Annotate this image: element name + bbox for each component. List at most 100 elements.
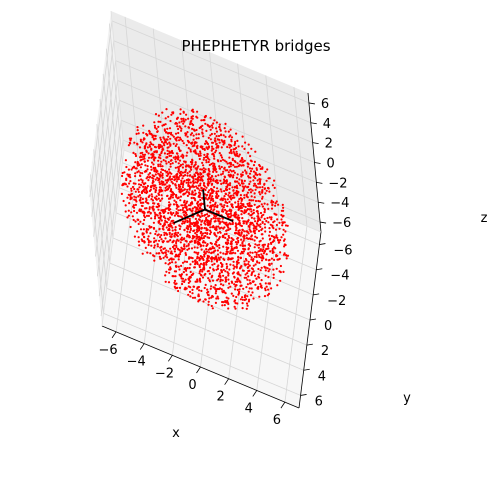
x-tick-mark xyxy=(139,343,145,350)
scatter-point xyxy=(258,243,261,246)
scatter-point xyxy=(278,227,281,230)
scatter-point xyxy=(210,124,213,127)
scatter-point xyxy=(153,185,156,188)
grid-line-z xyxy=(96,100,120,277)
scatter-point xyxy=(167,250,170,253)
scatter-point xyxy=(250,234,253,237)
scatter-point xyxy=(223,204,226,207)
scatter-point xyxy=(175,186,178,189)
scatter-point xyxy=(178,149,181,152)
scatter-point xyxy=(179,138,183,141)
grid-line-y xyxy=(106,287,304,371)
scatter-point xyxy=(230,249,233,252)
scatter-point xyxy=(172,219,175,222)
scatter-point xyxy=(190,247,194,250)
scatter-point xyxy=(215,121,218,124)
scatter-point xyxy=(212,217,215,220)
scatter-point xyxy=(249,282,252,285)
scatter-point xyxy=(188,220,191,223)
scatter-point xyxy=(187,140,190,143)
scatter-point xyxy=(260,286,263,289)
scatter-point xyxy=(205,159,208,162)
scatter-point xyxy=(177,176,180,179)
scatter-point xyxy=(204,197,207,200)
scatter-point xyxy=(216,249,219,252)
scatter-point xyxy=(194,280,197,283)
scatter-point xyxy=(152,187,155,190)
scatter-point xyxy=(170,154,173,157)
scatter-point xyxy=(205,216,208,219)
scatter-point xyxy=(228,184,232,187)
z-tick-label: 6 xyxy=(321,97,329,112)
scatter-point xyxy=(232,267,235,270)
scatter-point xyxy=(258,261,261,264)
scatter-point xyxy=(180,120,183,123)
scatter-point xyxy=(235,223,238,226)
scatter-point xyxy=(240,232,243,235)
x-tick-label: 0 xyxy=(188,378,196,393)
scatter-point xyxy=(225,262,228,266)
scatter-point xyxy=(122,182,125,185)
scatter-point xyxy=(231,176,234,179)
extra-line xyxy=(173,208,206,224)
scatter-point xyxy=(232,150,235,153)
scatter-point xyxy=(248,279,251,282)
scatter-point xyxy=(257,246,260,249)
scatter-point xyxy=(126,196,129,199)
scatter-point xyxy=(155,230,158,233)
scatter-point xyxy=(223,291,226,294)
scatter-point xyxy=(158,178,161,181)
scatter-point xyxy=(215,235,218,238)
scatter-point xyxy=(212,168,215,171)
scatter-point xyxy=(227,216,230,219)
scatter-point xyxy=(193,144,196,147)
scatter-point xyxy=(196,262,199,266)
scatter-point xyxy=(159,236,162,239)
scatter-point xyxy=(173,178,176,182)
scatter-point xyxy=(259,193,262,196)
scatter-point xyxy=(193,229,196,232)
scatter-point xyxy=(197,178,200,181)
y-tick-label: 6 xyxy=(315,394,323,409)
scatter-point xyxy=(186,151,189,154)
scatter-point xyxy=(182,154,185,158)
scatter-point xyxy=(215,228,218,232)
scatter-point xyxy=(180,179,183,182)
scatter-point xyxy=(211,191,214,194)
scatter-point xyxy=(200,234,203,237)
scatter-point xyxy=(206,178,210,181)
scatter-point xyxy=(243,296,246,299)
scatter-point xyxy=(209,128,212,131)
scatter-point xyxy=(257,287,260,290)
scatter-point xyxy=(139,220,142,223)
scatter-point xyxy=(192,221,195,224)
scatter-point xyxy=(210,149,213,152)
scatter-point xyxy=(164,179,168,182)
scatter-point xyxy=(226,265,229,268)
scatter-point xyxy=(213,164,216,167)
scatter-point xyxy=(125,177,128,180)
scatter-point xyxy=(187,164,190,167)
scatter-point xyxy=(233,212,236,215)
scatter-point xyxy=(177,162,180,165)
scatter-point xyxy=(243,209,246,212)
scatter-point xyxy=(190,132,194,135)
scatter-point xyxy=(211,279,215,282)
scatter-point xyxy=(250,256,253,259)
scatter-point xyxy=(221,158,225,161)
scatter-point xyxy=(187,281,190,284)
scatter-point xyxy=(159,249,163,252)
scatter-point xyxy=(178,174,182,177)
scatter-point xyxy=(216,217,219,220)
scatter-point xyxy=(252,164,256,167)
scatter-point xyxy=(204,272,207,276)
scatter-point xyxy=(270,287,273,290)
scatter-point xyxy=(216,295,219,298)
scatter-point xyxy=(232,260,235,263)
scatter-point xyxy=(139,166,142,169)
scatter-point xyxy=(169,119,172,123)
scatter-point xyxy=(230,148,233,152)
scatter-point xyxy=(160,160,163,163)
scatter-point xyxy=(236,139,239,142)
scatter-point xyxy=(136,218,139,221)
